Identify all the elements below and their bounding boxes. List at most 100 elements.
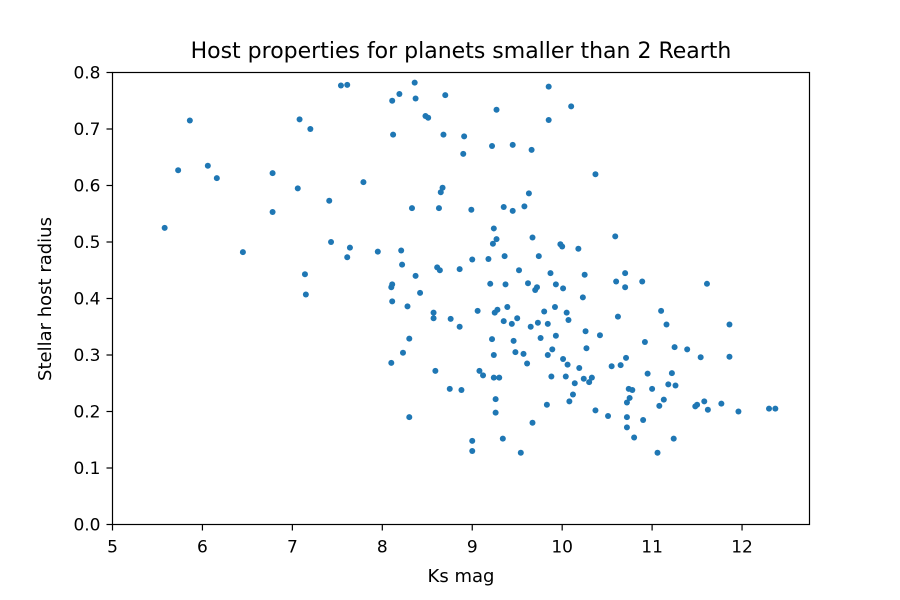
data-point <box>440 131 447 138</box>
data-point <box>543 401 550 408</box>
data-point <box>703 280 710 287</box>
plot-area-frame <box>111 71 811 526</box>
data-point <box>622 270 629 277</box>
data-point <box>411 79 418 86</box>
data-point <box>494 306 501 313</box>
data-point <box>517 449 524 456</box>
y-tick-label: 0.5 <box>73 233 100 253</box>
data-point <box>581 271 588 278</box>
data-point <box>596 332 603 339</box>
data-point <box>537 335 544 342</box>
data-point <box>524 360 531 367</box>
data-point <box>576 364 583 371</box>
data-point <box>735 408 742 415</box>
data-point <box>639 278 646 285</box>
data-point <box>726 353 733 360</box>
data-point <box>726 321 733 328</box>
data-point <box>269 170 276 177</box>
data-point <box>552 332 559 339</box>
data-point <box>544 320 551 327</box>
data-point <box>435 205 442 212</box>
data-point <box>388 359 395 366</box>
data-point <box>328 239 335 245</box>
data-point <box>571 380 578 387</box>
data-point <box>213 175 220 182</box>
data-point <box>456 323 463 330</box>
data-point <box>529 419 536 426</box>
y-tick-label: 0.4 <box>73 290 100 310</box>
data-point <box>525 190 532 197</box>
data-point <box>544 352 551 358</box>
data-point <box>508 320 515 327</box>
data-point <box>161 224 168 231</box>
data-point <box>718 400 725 407</box>
data-point <box>490 352 497 358</box>
data-point <box>496 374 503 381</box>
data-point <box>476 367 483 374</box>
data-point <box>344 254 351 261</box>
y-tick-label: 0.3 <box>73 346 100 366</box>
data-point <box>613 278 620 285</box>
data-point <box>527 323 534 330</box>
data-point <box>430 309 437 316</box>
data-point <box>552 281 559 288</box>
y-tick-label: 0.6 <box>73 177 100 197</box>
data-point <box>239 249 246 256</box>
data-point <box>175 167 182 174</box>
data-point <box>390 131 397 138</box>
data-point <box>492 409 499 416</box>
data-point <box>417 289 424 296</box>
data-point <box>406 335 413 342</box>
data-point <box>509 141 516 148</box>
data-point <box>412 95 419 102</box>
data-point <box>568 103 575 110</box>
data-point <box>389 281 396 288</box>
x-axis-label: Ks mag <box>428 566 495 587</box>
data-point <box>456 266 463 273</box>
data-point <box>489 240 496 247</box>
data-point <box>684 346 691 353</box>
data-point <box>436 267 443 274</box>
data-point <box>592 407 599 414</box>
data-point <box>663 321 670 328</box>
data-point <box>294 185 301 192</box>
data-point <box>186 117 193 124</box>
data-point <box>404 303 411 310</box>
data-point <box>302 291 309 298</box>
data-point <box>490 225 497 232</box>
data-point <box>204 162 211 169</box>
data-point <box>437 189 444 196</box>
data-point <box>640 416 647 423</box>
data-point <box>605 413 612 420</box>
data-point <box>623 354 630 361</box>
data-point <box>772 405 779 412</box>
data-point <box>641 339 648 346</box>
data-point <box>580 375 587 382</box>
y-tick-label: 0.1 <box>73 459 100 479</box>
y-tick-label: 0.8 <box>73 64 100 84</box>
data-point <box>469 448 476 455</box>
data-point <box>301 271 308 278</box>
data-point <box>520 350 527 357</box>
data-point <box>412 272 419 279</box>
data-point <box>344 81 351 88</box>
data-point <box>442 92 449 99</box>
y-tick-label: 0.2 <box>73 403 100 423</box>
data-point <box>671 344 678 351</box>
data-point <box>408 205 415 212</box>
data-point <box>565 316 572 323</box>
data-point <box>614 313 621 320</box>
data-point <box>510 337 517 344</box>
data-point <box>499 435 506 442</box>
data-point <box>501 253 508 260</box>
data-point <box>489 142 496 149</box>
data-point <box>490 374 497 381</box>
data-point <box>549 346 556 353</box>
data-point <box>487 280 494 287</box>
data-point <box>469 437 476 444</box>
data-point <box>474 307 481 314</box>
data-point <box>514 315 521 322</box>
data-point <box>551 303 558 310</box>
data-point <box>326 197 333 204</box>
